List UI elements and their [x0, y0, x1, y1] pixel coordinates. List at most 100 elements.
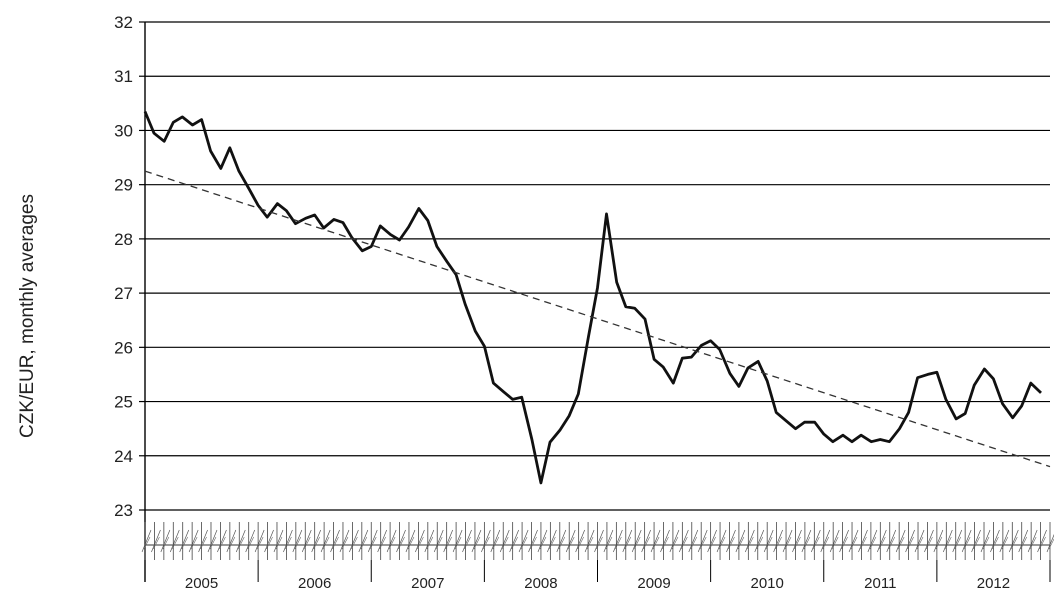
- month-hatch: [803, 536, 811, 550]
- y-tick-label: 28: [114, 230, 133, 249]
- month-hatch: [520, 536, 528, 550]
- month-hatch: [690, 536, 698, 550]
- month-hatch: [822, 536, 830, 550]
- month-hatch: [283, 529, 293, 553]
- month-hatch: [501, 536, 509, 550]
- month-hatch: [518, 529, 529, 553]
- y-tick-label: 27: [114, 284, 133, 303]
- month-hatch: [643, 536, 650, 550]
- month-hatch: [153, 536, 160, 550]
- month-hatch: [584, 529, 595, 553]
- month-hatch: [332, 536, 339, 550]
- y-tick-label: 32: [114, 13, 133, 32]
- month-hatch: [688, 529, 699, 553]
- month-hatch: [181, 536, 188, 550]
- month-hatch: [848, 529, 859, 553]
- year-label-2005: 2005: [185, 575, 218, 592]
- month-hatch: [320, 529, 331, 553]
- y-tick-label: 23: [114, 501, 133, 520]
- month-hatch: [801, 529, 812, 553]
- month-hatch: [311, 529, 322, 553]
- month-hatch: [942, 529, 953, 553]
- month-hatch: [973, 536, 980, 550]
- month-hatch: [1037, 529, 1047, 553]
- month-hatch: [473, 536, 481, 550]
- month-hatch: [697, 529, 708, 553]
- month-hatch: [716, 529, 727, 553]
- month-hatch: [907, 536, 914, 550]
- month-hatch: [360, 536, 368, 550]
- month-hatch: [615, 536, 622, 550]
- month-hatch: [509, 529, 519, 553]
- month-hatch: [386, 529, 397, 553]
- month-hatch: [322, 536, 330, 550]
- month-hatch: [1048, 538, 1054, 550]
- x-axis-layer: 2005 2006 2007 2008 2009 2010 2011 2012: [141, 522, 1054, 592]
- month-hatch: [301, 529, 312, 553]
- month-hatch: [631, 529, 642, 553]
- month-hatch: [829, 529, 840, 553]
- month-hatch: [528, 529, 538, 553]
- month-hatch: [341, 536, 349, 550]
- month-hatch: [445, 536, 452, 550]
- month-hatch: [679, 529, 689, 553]
- month-hatch: [151, 529, 161, 553]
- y-tick-label: 24: [114, 447, 133, 466]
- month-hatch: [954, 536, 961, 550]
- month-hatch: [549, 536, 556, 550]
- month-hatch: [303, 536, 311, 550]
- month-hatch: [415, 529, 425, 553]
- month-hatch: [876, 529, 887, 553]
- month-hatch: [452, 529, 463, 553]
- month-hatch: [671, 536, 679, 550]
- month-hatch: [765, 536, 773, 550]
- year-label-2012: 2012: [977, 575, 1010, 592]
- month-hatch: [207, 529, 218, 553]
- month-hatch: [369, 536, 377, 550]
- exchange-rate-line: [143, 110, 1042, 485]
- y-axis-label: CZK/EUR, monthly averages: [17, 194, 38, 438]
- month-hatch: [405, 529, 416, 553]
- month-hatch: [443, 529, 453, 553]
- month-hatch: [577, 536, 584, 550]
- month-hatch: [773, 529, 783, 553]
- month-hatch: [905, 529, 915, 553]
- month-hatch: [492, 536, 500, 550]
- month-hatch: [141, 529, 152, 553]
- month-hatch: [747, 536, 754, 550]
- month-hatch: [256, 536, 264, 550]
- month-hatch: [980, 529, 991, 553]
- month-hatch: [209, 536, 217, 550]
- month-hatch: [499, 529, 510, 553]
- month-hatch: [1029, 536, 1037, 550]
- month-hatch: [869, 536, 877, 550]
- month-hatch: [454, 536, 462, 550]
- month-hatch: [897, 536, 905, 550]
- month-hatch: [339, 529, 350, 553]
- month-hatch: [266, 536, 273, 550]
- month-hatch: [867, 529, 878, 553]
- month-hatch: [709, 536, 716, 550]
- month-hatch: [699, 536, 707, 550]
- month-hatch: [275, 536, 283, 550]
- month-hatch: [613, 529, 623, 553]
- month-hatch: [754, 529, 765, 553]
- month-hatch: [226, 529, 237, 553]
- month-hatch: [200, 536, 207, 550]
- month-hatch: [662, 536, 669, 550]
- month-hatch: [396, 529, 406, 553]
- month-hatch: [511, 536, 518, 550]
- month-hatch: [247, 536, 254, 550]
- month-hatch: [633, 536, 641, 550]
- month-hatch: [841, 536, 848, 550]
- month-hatch: [530, 536, 537, 550]
- month-hatch: [935, 536, 943, 550]
- month-hatch: [162, 536, 170, 550]
- month-hatch: [622, 529, 633, 553]
- month-hatch: [1018, 529, 1029, 553]
- year-label-2011: 2011: [864, 575, 896, 592]
- y-tick-label: 26: [114, 338, 133, 357]
- month-hatch: [143, 536, 151, 550]
- month-hatch: [914, 529, 925, 553]
